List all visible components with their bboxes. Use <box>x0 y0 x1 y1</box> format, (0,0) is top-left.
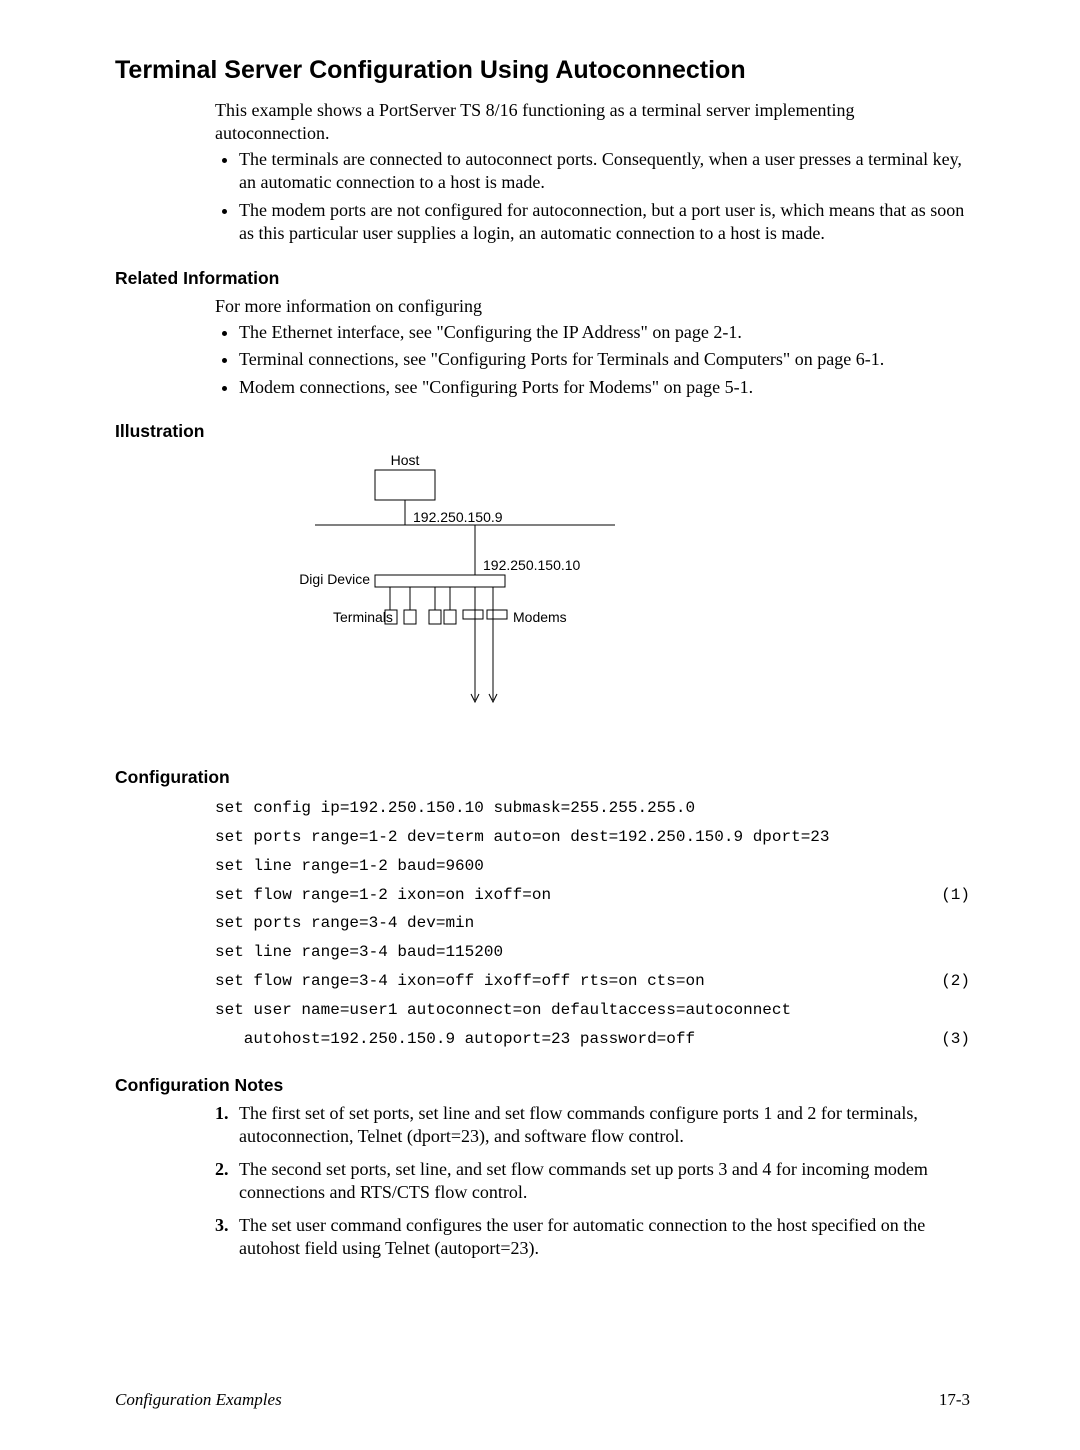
configuration-heading: Configuration <box>115 767 970 788</box>
config-line: set config ip=192.250.150.10 submask=255… <box>215 794 970 823</box>
config-notes-heading: Configuration Notes <box>115 1075 970 1096</box>
digi-device-box <box>375 575 505 587</box>
config-line: set line range=3-4 baud=115200 <box>215 938 970 967</box>
list-item: The terminals are connected to autoconne… <box>239 148 970 195</box>
intro-paragraph: This example shows a PortServer TS 8/16 … <box>215 99 970 144</box>
terminals-label: Terminals <box>333 609 393 625</box>
footer-left: Configuration Examples <box>115 1390 282 1410</box>
configuration-code: set config ip=192.250.150.10 submask=255… <box>215 794 970 1053</box>
list-item: 1.The first set of set ports, set line a… <box>239 1102 970 1148</box>
document-page: Terminal Server Configuration Using Auto… <box>0 0 1080 1450</box>
terminal-icon <box>429 610 441 624</box>
config-line: set user name=user1 autoconnect=on defau… <box>215 996 970 1025</box>
page-footer: Configuration Examples 17-3 <box>115 1390 970 1410</box>
related-info-heading: Related Information <box>115 268 970 289</box>
terminal-icon <box>404 610 416 624</box>
list-item: Modem connections, see "Configuring Port… <box>239 376 970 399</box>
modem-icon <box>487 610 507 619</box>
config-line: autohost=192.250.150.9 autoport=23 passw… <box>215 1025 970 1054</box>
host-box <box>375 470 435 500</box>
intro-bullets: The terminals are connected to autoconne… <box>215 148 970 246</box>
config-line: set flow range=3-4 ixon=off ixoff=off rt… <box>215 967 970 996</box>
device-ip-label: 192.250.150.10 <box>483 557 581 573</box>
config-line: set flow range=1-2 ixon=on ixoff=on(1) <box>215 881 970 910</box>
illustration-heading: Illustration <box>115 421 970 442</box>
list-item: Terminal connections, see "Configuring P… <box>239 348 970 371</box>
list-item: 3.The set user command configures the us… <box>239 1214 970 1260</box>
footer-right: 17-3 <box>939 1390 970 1410</box>
related-info-lead: For more information on configuring <box>215 295 970 318</box>
list-item: The Ethernet interface, see "Configuring… <box>239 321 970 344</box>
illustration-diagram: Host 192.250.150.9 Digi Device 192.250.1… <box>215 450 970 745</box>
config-line: set ports range=1-2 dev=term auto=on des… <box>215 823 970 852</box>
config-notes-list: 1.The first set of set ports, set line a… <box>215 1102 970 1259</box>
list-item: The modem ports are not configured for a… <box>239 199 970 246</box>
modem-icon <box>463 610 483 619</box>
terminal-icon <box>444 610 456 624</box>
config-line: set ports range=3-4 dev=min <box>215 909 970 938</box>
list-item: 2.The second set ports, set line, and se… <box>239 1158 970 1204</box>
page-title: Terminal Server Configuration Using Auto… <box>115 56 970 85</box>
config-line: set line range=1-2 baud=9600 <box>215 852 970 881</box>
host-label: Host <box>391 452 420 468</box>
related-info-list: The Ethernet interface, see "Configuring… <box>215 321 970 399</box>
modems-label: Modems <box>513 609 567 625</box>
digi-device-label: Digi Device <box>299 571 370 587</box>
host-ip-label: 192.250.150.9 <box>413 509 503 525</box>
